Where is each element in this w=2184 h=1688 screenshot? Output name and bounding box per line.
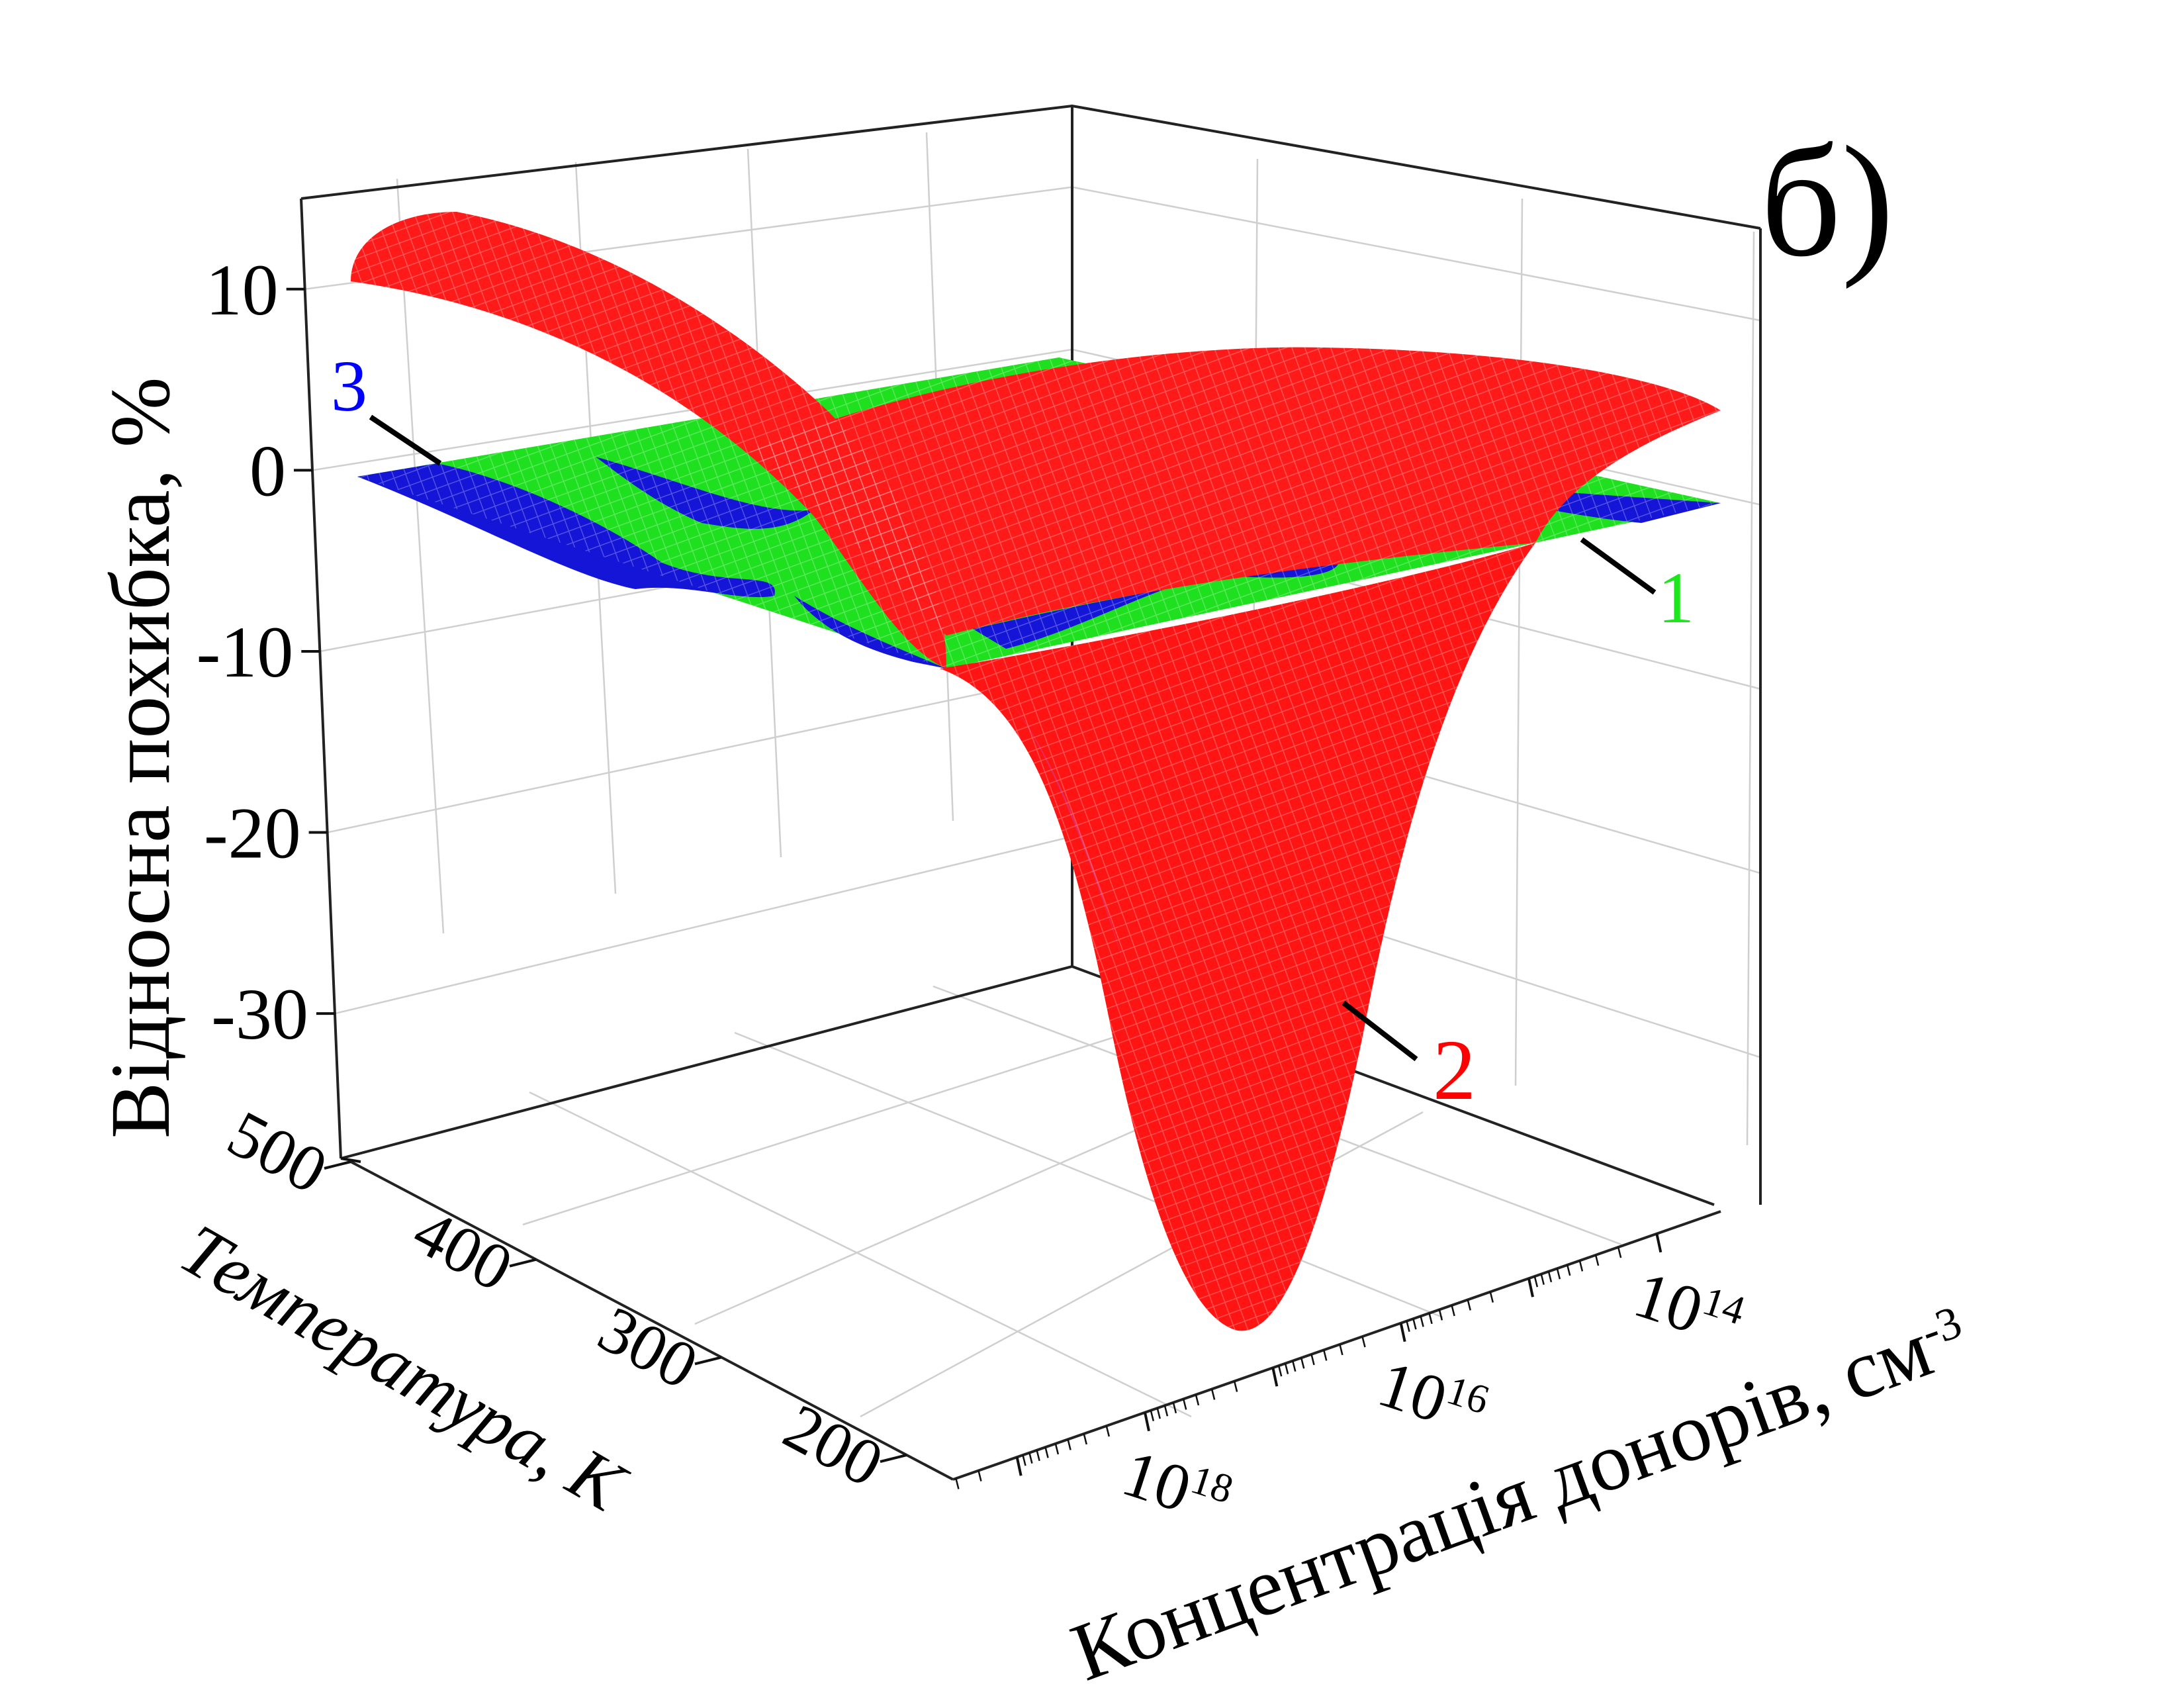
z-axis-title: Відносна похибка, % [93,377,187,1139]
y-minor-tick [1566,1264,1571,1276]
z-axis-ticks: 10 0 -10 -20 -30 [197,250,335,1055]
curve-label-pointers [369,414,1657,1062]
y-major-tick [1144,1412,1150,1432]
x-tick-mark [509,1258,537,1268]
z-tick-label: -30 [211,974,308,1055]
x-tick-mark [324,1160,351,1170]
y-major-tick [1655,1233,1662,1253]
y-minor-tick [1578,1260,1584,1272]
x-tick-mark [694,1356,722,1366]
y-minor-tick [1105,1425,1111,1437]
y-minor-tick [1277,1365,1283,1377]
y-minor-tick [1067,1439,1071,1450]
y-minor-tick [1428,1313,1433,1325]
y-major-tick [1271,1367,1279,1387]
y-minor-tick [1233,1381,1238,1392]
y-minor-tick [1467,1299,1471,1311]
y-minor-tick [1195,1394,1200,1406]
y-minor-tick [1339,1344,1343,1356]
x-tick-label: 400 [402,1194,524,1305]
y-major-tick [1399,1323,1406,1342]
y-minor-tick [1323,1350,1328,1361]
y-tick-label: 1018 [1114,1436,1238,1539]
y-minor-tick [1617,1246,1622,1258]
x-tick-mark [880,1454,907,1464]
y-major-tick [1527,1278,1534,1297]
y-minor-tick [1172,1402,1177,1414]
y-tick-label: 1014 [1626,1257,1751,1360]
z-tick-label: -20 [204,793,301,874]
y-minor-tick [1533,1276,1539,1288]
panel-label: б) [1760,113,1894,289]
y-minor-tick [1489,1291,1494,1303]
y-minor-tick [1163,1405,1169,1417]
z-tick-label: 10 [206,250,279,330]
y-minor-tick [1150,1410,1155,1421]
y-minor-tick [978,1470,982,1481]
y-minor-tick [1292,1360,1297,1372]
y-minor-tick [1594,1254,1600,1266]
z-tick-label: -10 [197,612,294,692]
y-minor-tick [1438,1309,1443,1321]
y-tick-base: 10 [1626,1257,1711,1347]
y-minor-tick [1451,1305,1455,1317]
y-minor-tick [1210,1389,1216,1400]
y-minor-tick [1420,1315,1424,1327]
y-minor-tick [1406,1321,1410,1332]
y-minor-tick [1300,1357,1305,1369]
z-gridline [1071,186,1761,322]
x-tick-label: 200 [772,1389,895,1501]
y-minor-tick [1022,1454,1026,1466]
y-minor-tick [1083,1433,1087,1445]
z-gridline [334,835,1073,1015]
z-tick-label: 0 [250,430,286,511]
y-minor-tick [1182,1399,1187,1410]
y-minor-tick [1044,1446,1049,1458]
y-minor-tick [1361,1336,1366,1348]
curve-label-1: 1 [1658,557,1694,638]
z-gridline [327,673,1073,833]
curve-label-3: 3 [331,346,367,426]
y-minor-tick [1412,1318,1417,1330]
y-minor-tick [1556,1268,1561,1280]
y-major-tick [1015,1456,1023,1476]
y-tick-base: 10 [1114,1436,1199,1526]
y-minor-tick [1054,1443,1060,1455]
y-tick-base: 10 [1370,1346,1455,1436]
x-tick-label: 300 [587,1291,709,1403]
y-minor-tick [1540,1274,1545,1286]
y-minor-tick [1284,1363,1289,1375]
y-minor-tick [1310,1354,1315,1366]
surface-1-2-3 [351,212,1721,1331]
y-minor-tick [1156,1407,1161,1419]
y-minor-tick [1547,1271,1553,1283]
x-tick-label: 500 [216,1096,339,1207]
curve-label-2: 2 [1433,1023,1476,1118]
y-minor-tick [1036,1450,1040,1462]
y-minor-tick [955,1478,960,1489]
y-tick-label: 1016 [1370,1346,1494,1450]
y-minor-tick [1028,1452,1033,1464]
